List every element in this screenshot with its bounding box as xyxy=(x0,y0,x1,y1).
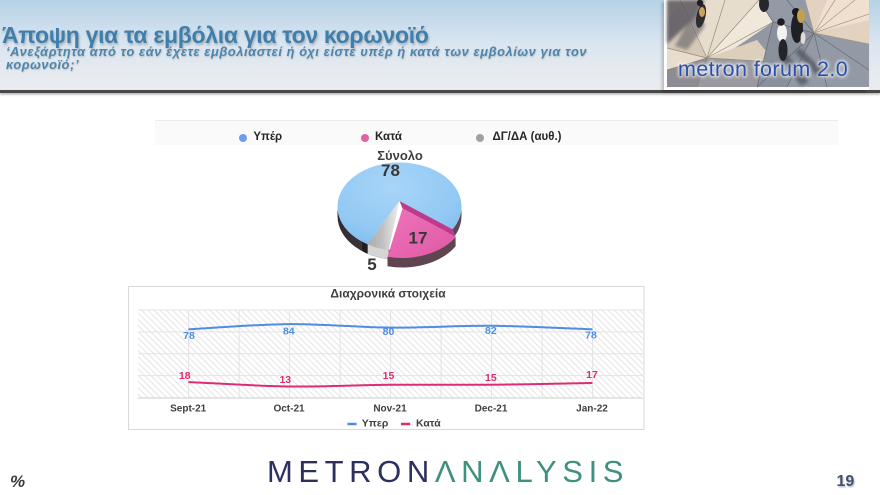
svg-text:5: 5 xyxy=(367,255,376,274)
svg-text:15: 15 xyxy=(383,370,395,382)
svg-text:Nov-21: Nov-21 xyxy=(373,404,407,415)
svg-text:Sept-21: Sept-21 xyxy=(170,404,207,415)
svg-text:Oct-21: Oct-21 xyxy=(273,404,305,415)
svg-text:78: 78 xyxy=(585,330,597,342)
svg-text:Κατά: Κατά xyxy=(416,418,441,430)
svg-text:78: 78 xyxy=(183,330,195,342)
svg-text:82: 82 xyxy=(485,325,497,337)
svg-text:18: 18 xyxy=(179,370,191,382)
svg-text:84: 84 xyxy=(283,326,295,338)
svg-text:17: 17 xyxy=(409,229,428,248)
svg-text:Jan-22: Jan-22 xyxy=(576,404,608,415)
svg-text:80: 80 xyxy=(383,326,395,338)
svg-text:Σύνολο: Σύνολο xyxy=(377,148,423,163)
svg-text:Διαχρονικά στοιχεία: Διαχρονικά στοιχεία xyxy=(330,287,446,301)
svg-text:17: 17 xyxy=(586,369,598,381)
svg-text:Dec-21: Dec-21 xyxy=(475,404,508,415)
svg-text:metron forum 2.0: metron forum 2.0 xyxy=(678,57,848,81)
svg-text:78: 78 xyxy=(381,161,400,180)
svg-text:15: 15 xyxy=(485,372,497,384)
svg-text:13: 13 xyxy=(279,374,291,386)
svg-text:metron forum 2.0: metron forum 2.0 xyxy=(678,57,848,81)
svg-text:Υπερ: Υπερ xyxy=(362,418,389,430)
